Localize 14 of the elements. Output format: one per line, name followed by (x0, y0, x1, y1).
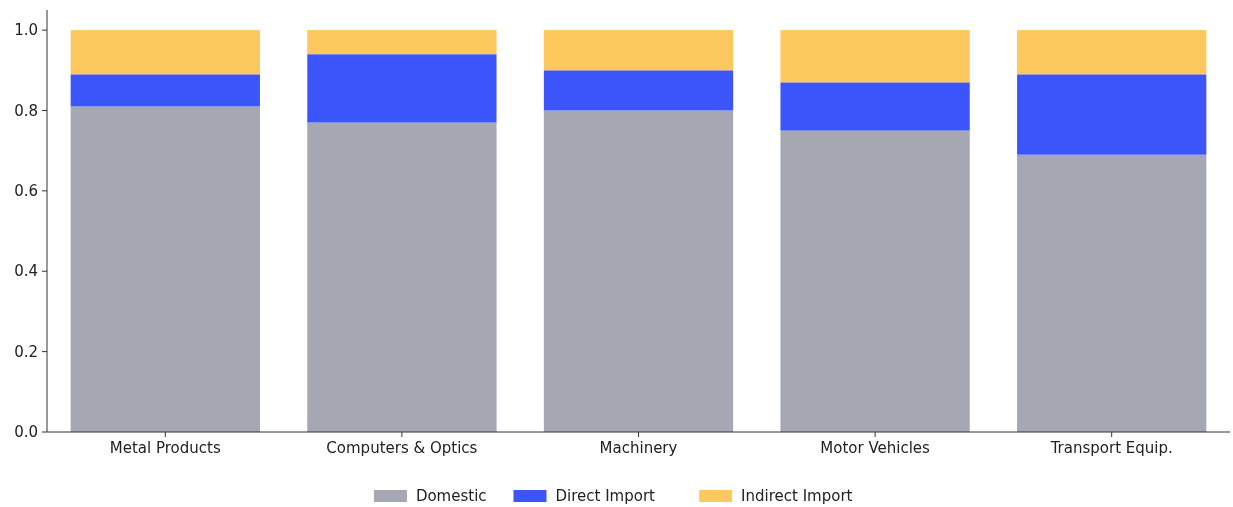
legend-label: Domestic (415, 487, 487, 506)
x-tick-label: Transport Equip. (1049, 439, 1173, 457)
y-tick-label: 1.0 (14, 21, 38, 40)
legend-label: Direct Import (555, 487, 656, 506)
y-tick-label: 0.0 (14, 423, 38, 442)
y-tick-label: 0.4 (14, 262, 38, 281)
x-tick-label: Motor Vehicles (820, 439, 931, 457)
y-tick-label: 0.6 (14, 182, 38, 201)
legend-label: Indirect Import (741, 487, 853, 506)
x-tick-label: Computers & Optics (326, 439, 478, 457)
x-tick-label: Metal Products (109, 439, 221, 457)
y-tick-label: 0.8 (14, 101, 38, 120)
y-tick-label: 0.2 (14, 342, 38, 361)
x-tick-label: Machinery (599, 439, 678, 457)
